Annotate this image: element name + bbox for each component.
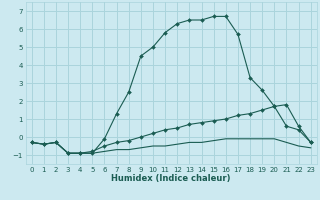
X-axis label: Humidex (Indice chaleur): Humidex (Indice chaleur) — [111, 174, 231, 183]
